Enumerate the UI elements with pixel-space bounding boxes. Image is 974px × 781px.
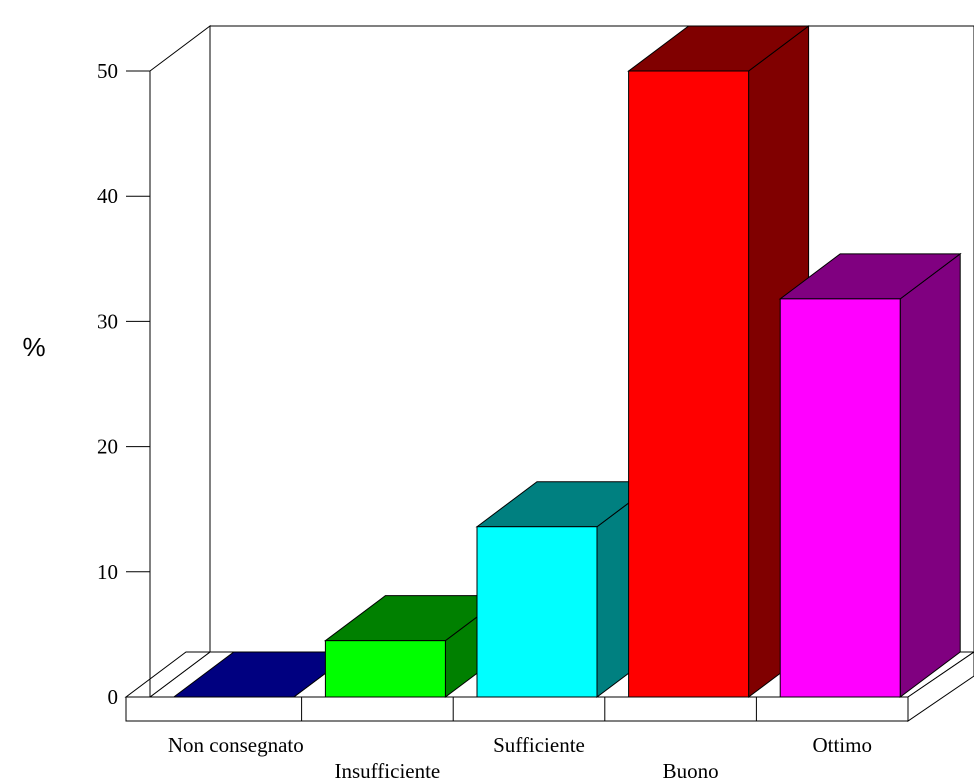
y-tick-label: 20 [97,435,118,459]
y-tick-label: 40 [97,184,118,208]
bar-front [628,70,750,698]
category-label: Non consegnato [168,733,304,757]
y-axis-title: % [22,332,45,362]
y-tick-label: 30 [97,309,118,333]
bar-front [476,526,598,698]
y-tick-label: 0 [108,685,119,709]
y-tick-label: 50 [97,59,118,83]
bar-front [779,298,901,698]
category-labels: Non consegnato Insufficiente Sufficiente Bu… [168,733,872,781]
category-label: Buono [663,759,719,781]
category-label: Ottimo [812,733,872,757]
bar-front [324,640,446,698]
category-label: Insufficiente [335,759,441,781]
side-wall [149,25,211,698]
y-tick-label: 10 [97,560,118,584]
category-label: Sufficiente [493,733,585,757]
base-slab-side [907,651,974,722]
y-axis: 0 10 20 30 40 50 [97,59,151,709]
base-slab-front [125,696,909,722]
bar-side [899,252,961,698]
bars [172,25,962,698]
bar [778,252,962,698]
